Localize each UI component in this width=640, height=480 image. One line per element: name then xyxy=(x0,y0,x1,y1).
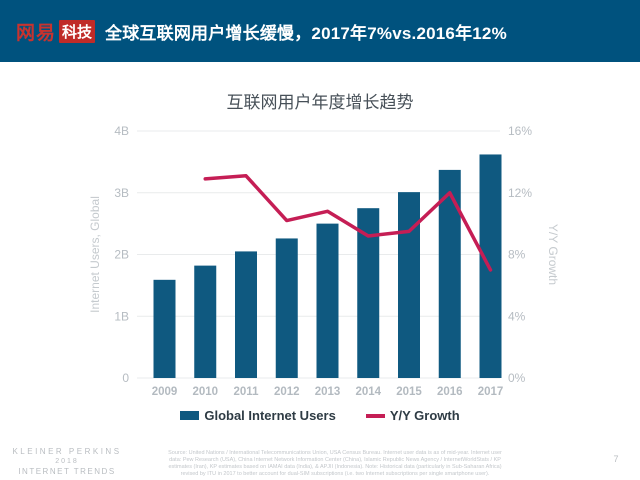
right-axis-tick: 8% xyxy=(508,248,526,262)
netease-logo-text: 网易 xyxy=(16,22,57,44)
left-axis-tick: 3B xyxy=(114,186,129,200)
source-line: estimates (Iran), KP estimates based on … xyxy=(168,464,502,470)
chart-title: 互联网用户年度增长趋势 xyxy=(226,93,414,112)
x-axis-label: 2015 xyxy=(396,386,422,398)
growth-chart: 0 0% 1B 4% 2B 8% 3B 12% 4B 16% Internet Users, Glo… xyxy=(88,124,560,398)
right-axis-title: Y/Y Growth xyxy=(546,224,560,285)
right-axis-tick: 4% xyxy=(508,309,526,323)
x-axis-label: 2017 xyxy=(478,386,504,398)
bar-2011 xyxy=(235,251,257,378)
x-axis-label: 2009 xyxy=(152,386,178,398)
source-note: Source: United Nations / International T… xyxy=(130,450,540,478)
branding-line-2: 2018 xyxy=(55,458,79,465)
bar-2009 xyxy=(153,279,176,378)
bar-2015 xyxy=(398,192,420,378)
line-series-swatch xyxy=(365,413,385,418)
legend-item-bars: Global Internet Users xyxy=(180,408,336,423)
bar-2016 xyxy=(438,169,461,378)
legend-item-line: Y/Y Growth xyxy=(365,408,460,423)
left-axis-tick: 4B xyxy=(114,124,129,138)
x-axis-label: 2016 xyxy=(437,386,463,398)
x-axis-label: 2011 xyxy=(234,386,260,398)
source-line: Source: United Nations / International T… xyxy=(168,450,502,456)
branding-line-3: INTERNET TRENDS xyxy=(18,467,116,476)
source-line: revised by ITU in 2017 to better account… xyxy=(180,471,490,477)
left-axis-tick: 0 xyxy=(122,371,129,385)
header-bar: 网易 科技 全球互联网用户增长缓慢，2017年7%vs.2016年12% xyxy=(0,0,640,62)
bar-2010 xyxy=(194,265,217,378)
legend-label-bars: Global Internet Users xyxy=(204,408,336,423)
x-axis-label: 2013 xyxy=(315,386,341,398)
right-axis-tick: 0% xyxy=(508,371,526,385)
bar-2014 xyxy=(357,208,380,378)
kleiner-perkins-branding: KLEINER PERKINS 2018 INTERNET TRENDS xyxy=(8,447,126,476)
source-line: data: Pew Research (USA), China Internet… xyxy=(169,457,501,463)
left-axis-title: Internet Users, Global xyxy=(88,196,102,313)
right-axis-tick: 16% xyxy=(508,124,532,138)
page-number: 7 xyxy=(613,454,619,464)
bar-2012 xyxy=(275,238,298,378)
legend-label-line: Y/Y Growth xyxy=(389,408,460,423)
left-axis-tick: 2B xyxy=(114,248,129,262)
bar-series-swatch xyxy=(180,411,200,420)
netease-tech-logo: 网易 科技 xyxy=(16,18,96,45)
chart-legend: Global Internet Users Y/Y Growth xyxy=(0,408,640,423)
left-axis-tick: 1B xyxy=(114,309,129,323)
tech-logo-badge: 科技 xyxy=(59,19,96,43)
bar-2013 xyxy=(316,223,339,378)
right-axis-tick: 12% xyxy=(508,186,532,200)
growth-line xyxy=(203,174,493,272)
x-axis-label: 2012 xyxy=(274,386,300,398)
x-axis-label: 2014 xyxy=(355,386,381,398)
page-title: 全球互联网用户增长缓慢，2017年7%vs.2016年12% xyxy=(105,23,507,43)
branding-line-1: KLEINER PERKINS xyxy=(12,447,122,456)
x-axis-label: 2010 xyxy=(192,386,218,398)
